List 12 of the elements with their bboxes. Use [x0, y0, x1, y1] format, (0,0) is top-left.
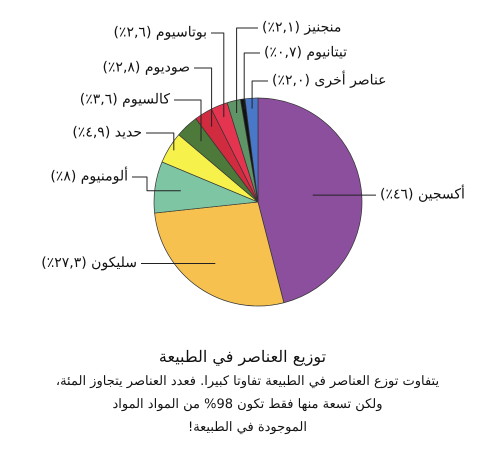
- slice-label: حديد (٤,٩٪): [72, 124, 142, 141]
- text: توزيع العناصر في الطبيعة: [158, 346, 328, 368]
- slice-label: ألومنيوم (٨٪): [50, 166, 128, 185]
- slice-label: أكسجين (٤٦٪): [380, 184, 466, 203]
- slice-label: كالسيوم (٣,٦٪): [80, 92, 170, 108]
- text: يتفاوت توزع العناصر في الطبيعة تفاوتا كبيرا. فعدد العناصر يتجاوز المئة، ولكن تسعة منها فقط تكون 98% من المواد المواد الموجودة في الطبيعة!: [54, 373, 440, 437]
- slice-label: صوديوم (٢,٨٪): [102, 60, 190, 76]
- slice-label: تيتانيوم (٠,٧٪): [264, 44, 348, 61]
- slice-label: منجنيز (٢,١٪): [262, 20, 342, 36]
- slice-label: سليكون (٢٧,٣٪): [41, 255, 137, 272]
- slice-label: عناصر أخرى (٢,٠٪): [272, 70, 387, 89]
- slice-label: بوتاسيوم (٢,٦٪): [113, 24, 207, 41]
